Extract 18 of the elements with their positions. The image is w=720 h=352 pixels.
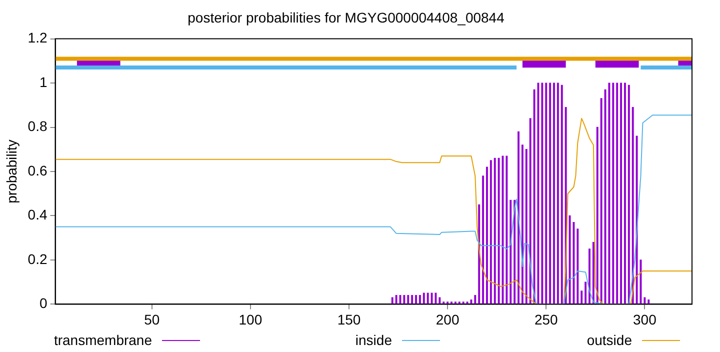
y-tick-label: 0.8 <box>28 118 48 134</box>
x-tick-label: 200 <box>436 311 460 328</box>
y-tick-label: 0.6 <box>28 162 48 178</box>
y-tick-label: 1 <box>39 74 48 90</box>
legend-label: outside <box>586 332 632 348</box>
x-tick-label: 150 <box>337 311 361 328</box>
y-tick-label: 0.4 <box>28 206 48 223</box>
x-tick-label: 100 <box>238 311 262 328</box>
y-tick-label: 0 <box>39 295 48 312</box>
chart-title: posterior probabilities for MGYG000004408_00844 <box>188 9 505 26</box>
x-tick-label: 250 <box>534 311 558 328</box>
legend-label: transmembrane <box>54 332 152 348</box>
y-tick-label: 0.2 <box>28 250 48 267</box>
legend-label: inside <box>355 332 392 348</box>
y-axis-title: probability <box>3 140 20 204</box>
y-tick-label: 1.2 <box>28 30 48 46</box>
x-tick-label: 300 <box>633 311 657 328</box>
x-tick-label: 50 <box>144 311 160 328</box>
